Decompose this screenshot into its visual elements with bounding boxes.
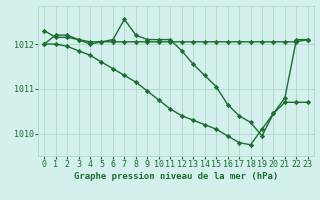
X-axis label: Graphe pression niveau de la mer (hPa): Graphe pression niveau de la mer (hPa) <box>74 172 278 181</box>
